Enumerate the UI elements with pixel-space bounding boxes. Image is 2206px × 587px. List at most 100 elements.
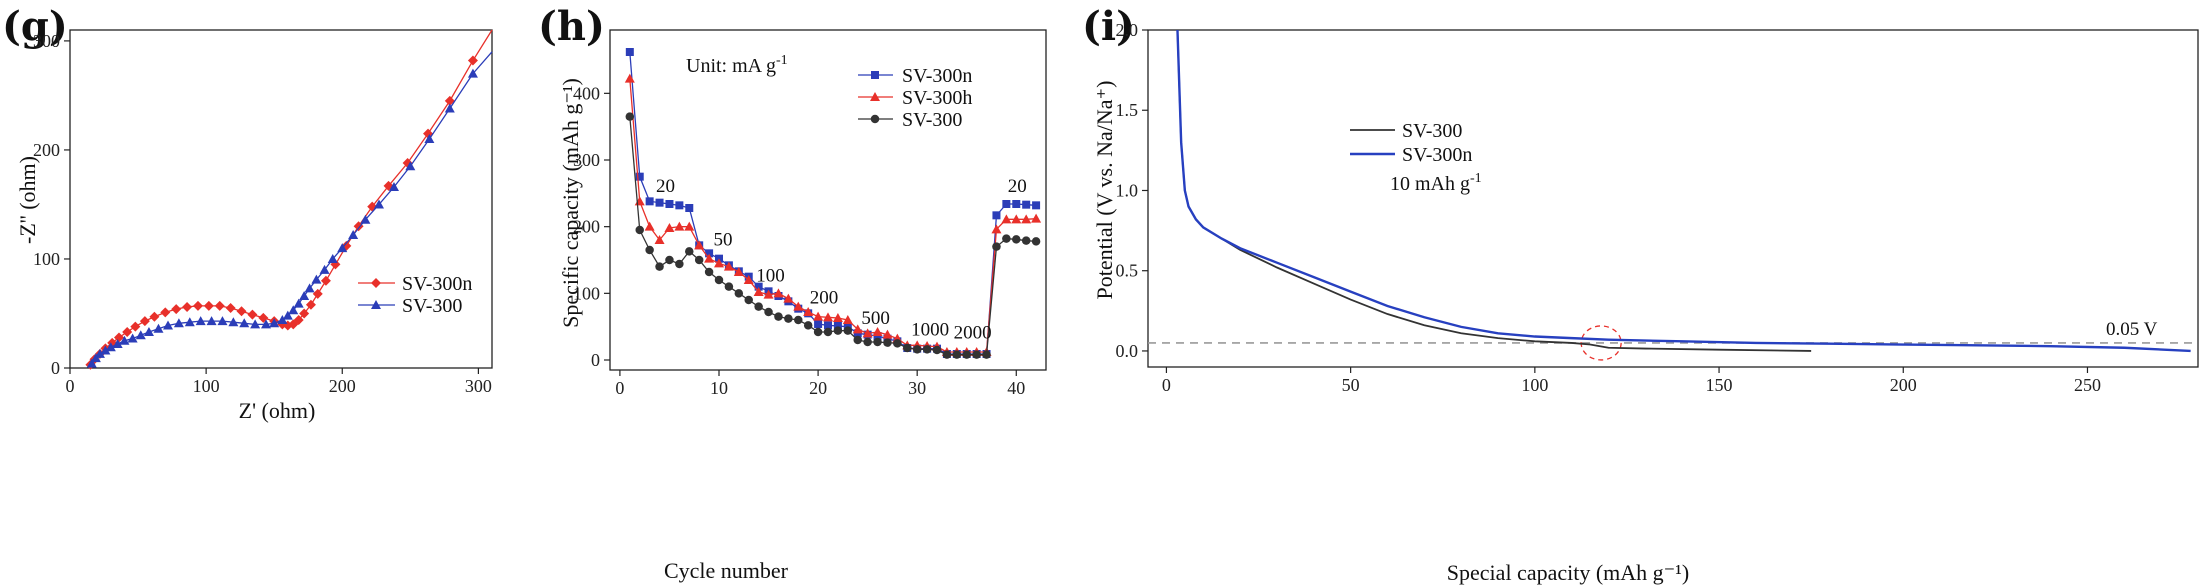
data-point-sv-300	[127, 333, 138, 343]
data-point-sv-300	[374, 199, 385, 209]
data-point-sv-300	[863, 337, 872, 347]
data-point-sv-300	[299, 291, 310, 301]
x-axis-title-h: Cycle number	[664, 558, 789, 583]
data-point-sv-300	[912, 345, 922, 354]
data-point-sv-300n	[467, 55, 478, 66]
data-point-sv-300h	[832, 313, 843, 322]
data-point-sv-300	[282, 310, 293, 320]
data-point-sv-300h	[704, 253, 715, 263]
data-point-sv-300h	[634, 196, 645, 206]
data-point-sv-300	[803, 321, 813, 330]
data-point-sv-300	[833, 326, 843, 335]
data-point-sv-300n	[299, 308, 310, 319]
data-point-sv-300n	[655, 198, 664, 207]
series-line-sv-300n	[1176, 29, 2191, 353]
data-point-sv-300	[655, 262, 664, 271]
data-point-sv-300	[704, 267, 714, 277]
data-point-sv-300n	[305, 299, 316, 310]
data-point-sv-300n	[1002, 200, 1011, 208]
data-point-sv-300h	[852, 324, 863, 334]
y-tick-label-i: 0.5	[1116, 261, 1139, 281]
data-point-sv-300	[952, 350, 962, 359]
data-point-sv-300n	[665, 200, 674, 208]
legend-marker-sv-300h	[870, 92, 880, 101]
data-point-sv-300n	[833, 322, 842, 330]
data-point-sv-300	[714, 275, 724, 285]
data-point-sv-300	[405, 161, 416, 171]
data-point-sv-300	[360, 214, 371, 224]
data-point-sv-300	[135, 330, 146, 340]
data-point-sv-300	[992, 242, 1001, 251]
data-point-sv-300n	[192, 300, 203, 311]
data-point-sv-300	[119, 335, 130, 345]
data-point-sv-300	[823, 327, 833, 337]
data-point-sv-300n	[214, 300, 225, 311]
data-point-sv-300	[635, 225, 644, 235]
data-point-sv-300	[105, 342, 116, 352]
data-point-sv-300	[250, 319, 261, 329]
data-point-sv-300	[184, 317, 195, 327]
data-point-sv-300	[311, 274, 322, 284]
data-point-sv-300	[388, 182, 399, 192]
data-point-sv-300	[922, 345, 932, 354]
x-tick-label-h: 20	[809, 378, 827, 398]
data-point-sv-300	[1002, 234, 1011, 243]
data-point-sv-300n	[130, 321, 141, 332]
data-point-sv-300n	[444, 95, 455, 106]
rate-label: 500	[861, 308, 890, 329]
y-tick-label-g: 300	[33, 31, 60, 51]
rate-label: 200	[810, 287, 839, 308]
data-point-sv-300	[319, 264, 330, 274]
data-point-sv-300	[972, 350, 981, 359]
data-point-sv-300	[293, 298, 304, 308]
data-point-sv-300h	[793, 301, 804, 311]
rate-label: 100	[756, 265, 785, 286]
rate-label: 20	[656, 176, 675, 197]
data-point-sv-300	[794, 315, 803, 325]
data-point-sv-300h	[753, 287, 764, 296]
data-point-sv-300	[94, 348, 105, 358]
data-point-sv-300	[100, 345, 111, 355]
x-tick-label-g: 0	[66, 376, 75, 396]
data-point-sv-300	[754, 302, 763, 311]
x-tick-label-h: 40	[1007, 378, 1025, 398]
y-tick-label-h: 400	[573, 83, 600, 103]
x-tick-label-i: 250	[2074, 375, 2101, 395]
data-point-sv-300	[1031, 237, 1041, 246]
data-point-sv-300n	[114, 332, 125, 343]
legend-marker-sv-300	[870, 114, 880, 124]
data-point-sv-300	[744, 295, 753, 305]
data-point-sv-300n	[675, 201, 684, 210]
legend-marker-sv-300n	[871, 71, 879, 79]
plot-area-i: 0 50 100 150 200 250 0.0 0.5 1.0 1.5 2.0 0.05 V	[1116, 20, 2199, 395]
data-point-sv-300	[774, 312, 783, 321]
data-point-sv-300h	[862, 328, 873, 338]
data-point-sv-300n	[293, 315, 304, 326]
data-point-sv-300h	[654, 235, 665, 244]
y-tick-label-h: 100	[573, 283, 600, 303]
data-point-sv-300	[625, 112, 635, 121]
data-point-sv-300n	[685, 204, 694, 212]
y-tick-label-g: 100	[33, 249, 60, 269]
x-tick-label-h: 0	[615, 378, 624, 398]
data-point-sv-300	[734, 289, 744, 298]
panel-label-i: (i)	[1082, 3, 1135, 50]
plot-frame-i	[1147, 29, 2199, 368]
data-point-sv-300h	[1021, 214, 1032, 224]
data-point-sv-300n	[171, 304, 182, 315]
legend-label-sv-300n: SV-300n	[402, 273, 472, 295]
data-point-sv-300n	[353, 221, 364, 232]
data-point-sv-300	[843, 326, 853, 335]
data-point-sv-300	[813, 327, 823, 337]
data-point-sv-300	[261, 319, 272, 329]
x-tick-label-h: 30	[908, 378, 926, 398]
data-point-sv-300	[143, 327, 154, 337]
data-point-sv-300	[327, 253, 338, 263]
data-point-sv-300	[853, 335, 862, 345]
data-point-sv-300h	[644, 221, 655, 231]
data-point-sv-300	[206, 316, 217, 326]
data-point-sv-300h	[1011, 214, 1022, 224]
legend-label-sv-300h: SV-300h	[902, 87, 972, 109]
